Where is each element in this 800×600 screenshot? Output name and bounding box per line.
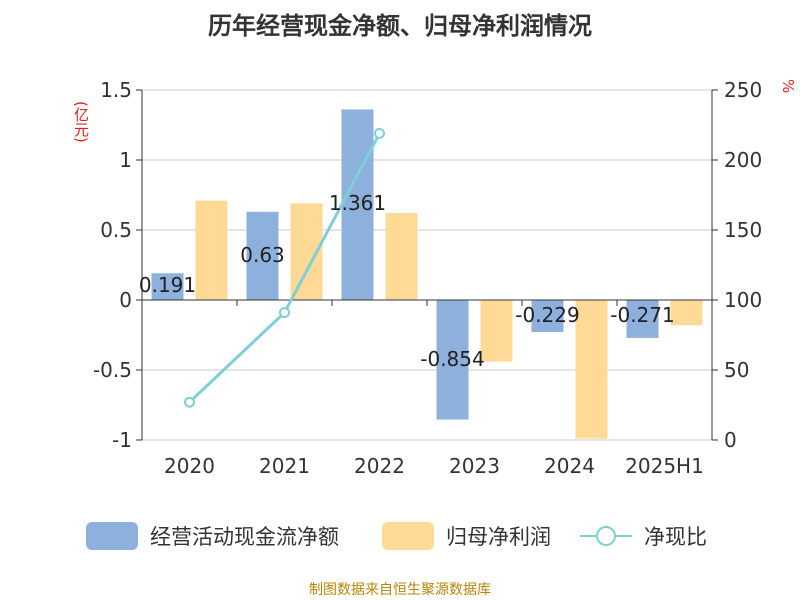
source-note: 制图数据来自恒生聚源数据库 <box>309 582 491 598</box>
y-right-tick-label: 150 <box>724 218 762 242</box>
x-tick-label: 2020 <box>164 454 215 478</box>
y-left-tick-label: 1 <box>119 148 132 172</box>
bar-net-profit <box>195 200 228 300</box>
x-tick-label: 2023 <box>449 454 500 478</box>
y-right-tick-label: 100 <box>724 288 762 312</box>
left-axis-unit: (亿元) <box>72 101 90 143</box>
legend-label-cash-flow: 经营活动现金流净额 <box>150 525 339 549</box>
bar-net-profit <box>575 300 608 439</box>
data-label-cash-flow: -0.229 <box>515 303 579 327</box>
y-left-tick-label: 0.5 <box>100 218 132 242</box>
y-left-tick-label: 0 <box>119 288 132 312</box>
legend-item-ratio[interactable]: 净现比 <box>580 520 707 552</box>
chart-legend: 经营活动现金流净额 归母净利润 净现比 <box>0 520 800 552</box>
legend-swatch-cash-flow <box>86 522 138 550</box>
legend-label-ratio: 净现比 <box>644 525 707 549</box>
data-label-cash-flow: 1.361 <box>329 191 386 215</box>
bar-cash-flow <box>341 109 374 301</box>
bar-cash-flow <box>531 300 564 333</box>
legend-item-net-profit[interactable]: 归母净利润 <box>382 520 551 552</box>
y-right-tick-label: 200 <box>724 148 762 172</box>
x-tick-label: 2021 <box>259 454 310 478</box>
chart-title: 历年经营现金净额、归母净利润情况 <box>208 12 592 40</box>
bar-cash-flow <box>626 300 659 338</box>
y-left-tick-label: 1.5 <box>100 78 132 102</box>
bar-cash-flow <box>246 211 279 300</box>
legend-swatch-net-profit <box>382 522 434 550</box>
point-ratio <box>374 127 385 139</box>
bar-net-profit <box>385 213 418 300</box>
legend-swatch-ratio <box>580 522 632 550</box>
bar-net-profit <box>480 300 513 362</box>
point-ratio <box>184 396 195 408</box>
bar-cash-flow <box>151 273 184 300</box>
x-tick-label: 2024 <box>544 454 595 478</box>
bar-net-profit <box>670 300 703 326</box>
legend-item-cash-flow[interactable]: 经营活动现金流净额 <box>86 520 339 552</box>
data-label-cash-flow: -0.271 <box>610 303 674 327</box>
y-left-tick-label: -0.5 <box>93 358 132 382</box>
point-ratio <box>279 307 290 319</box>
data-label-cash-flow: 0.63 <box>240 243 285 267</box>
y-left-tick-label: -1 <box>112 428 132 452</box>
y-right-tick-label: 250 <box>724 78 762 102</box>
bar-cash-flow <box>436 300 469 420</box>
y-right-tick-label: 50 <box>724 358 749 382</box>
data-label-cash-flow: 0.191 <box>139 273 196 297</box>
x-tick-label: 2022 <box>354 454 405 478</box>
data-label-cash-flow: -0.854 <box>420 347 484 371</box>
legend-label-net-profit: 归母净利润 <box>446 525 551 549</box>
y-right-tick-label: 0 <box>724 428 737 452</box>
x-tick-label: 2025H1 <box>625 454 704 478</box>
